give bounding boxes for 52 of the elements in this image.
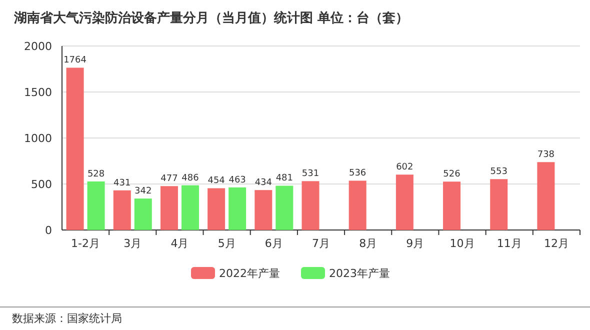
data-label: 486 bbox=[182, 173, 200, 184]
data-label: 602 bbox=[396, 162, 414, 173]
data-label: 431 bbox=[114, 178, 131, 188]
y-tick-label: 500 bbox=[31, 178, 52, 191]
data-label: 528 bbox=[87, 169, 105, 180]
x-tick-label: 4月 bbox=[170, 237, 189, 250]
x-tick-label: 6月 bbox=[264, 237, 283, 250]
data-label: 463 bbox=[228, 175, 246, 186]
source-note: 数据来源：国家统计局 bbox=[12, 312, 122, 325]
x-tick-label: 11月 bbox=[496, 237, 522, 250]
bar bbox=[208, 188, 226, 230]
y-tick-label: 1500 bbox=[24, 86, 52, 99]
data-label: 536 bbox=[348, 168, 366, 179]
data-label: 531 bbox=[302, 169, 320, 180]
data-label: 1764 bbox=[64, 56, 87, 66]
data-label: 481 bbox=[276, 174, 294, 184]
x-tick-label: 9月 bbox=[406, 237, 424, 250]
bar bbox=[228, 187, 246, 230]
data-label: 553 bbox=[490, 167, 508, 178]
bar bbox=[276, 186, 294, 230]
x-tick-label: 3月 bbox=[124, 237, 142, 250]
bar bbox=[66, 68, 84, 230]
bar bbox=[302, 181, 320, 230]
bar bbox=[443, 182, 461, 230]
x-tick-label: 1-2月 bbox=[71, 237, 100, 250]
data-label: 477 bbox=[160, 174, 178, 184]
legend-label: 2022年产量 bbox=[219, 267, 280, 280]
bar bbox=[490, 179, 508, 230]
x-tick-label: 10月 bbox=[450, 237, 475, 250]
bar bbox=[254, 190, 272, 230]
bar bbox=[396, 174, 414, 230]
bar bbox=[113, 190, 131, 230]
data-label: 738 bbox=[537, 150, 555, 160]
bar bbox=[537, 162, 555, 230]
bar bbox=[348, 180, 366, 230]
y-tick-label: 2000 bbox=[24, 40, 52, 53]
x-tick-label: 7月 bbox=[312, 237, 330, 250]
y-tick-label: 0 bbox=[45, 224, 52, 237]
bar bbox=[160, 186, 178, 230]
bar bbox=[134, 198, 152, 230]
data-label: 454 bbox=[208, 176, 226, 186]
x-tick-label: 8月 bbox=[359, 237, 378, 250]
y-tick-label: 1000 bbox=[24, 132, 52, 145]
data-label: 342 bbox=[134, 186, 152, 197]
chart-title: 湖南省大气污染防治设备产量分月（当月值）统计图 单位：台（套） bbox=[13, 10, 409, 26]
data-label: 434 bbox=[254, 178, 272, 188]
x-tick-label: 5月 bbox=[218, 237, 236, 250]
legend-label: 2023年产量 bbox=[329, 267, 390, 280]
x-tick-label: 12月 bbox=[544, 237, 569, 250]
bar bbox=[181, 185, 199, 230]
data-label: 526 bbox=[443, 170, 461, 180]
bar bbox=[87, 181, 105, 230]
